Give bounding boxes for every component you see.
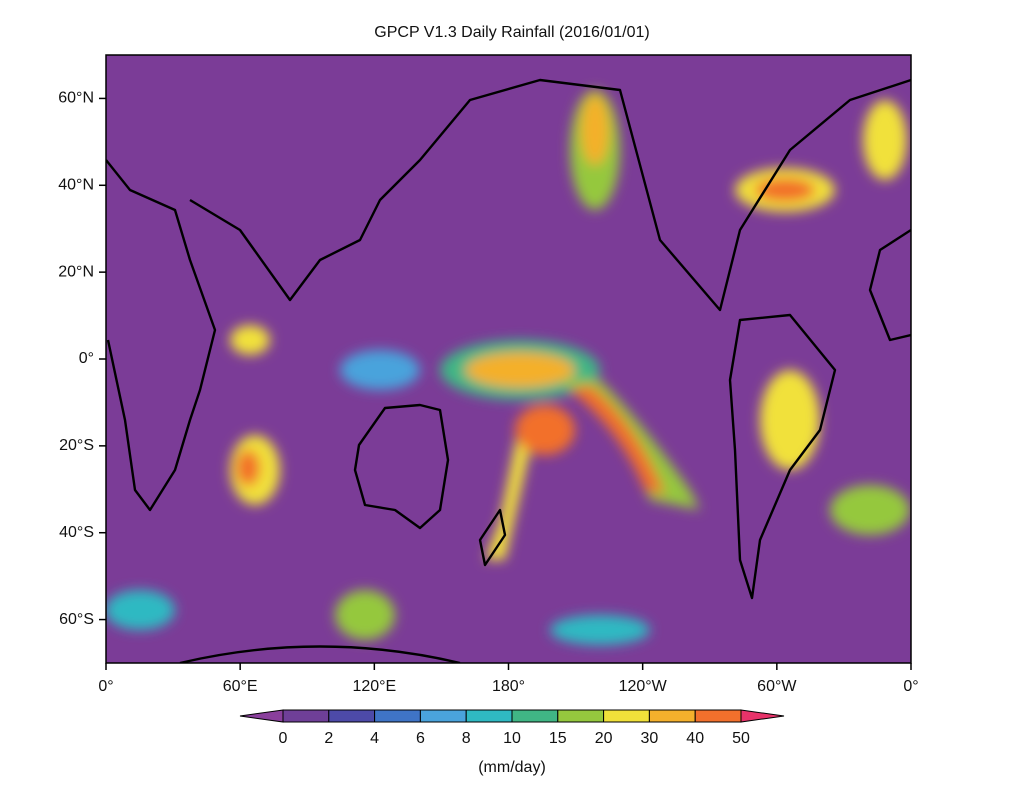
rain-blob bbox=[230, 325, 270, 355]
colorbar-tick-label: 8 bbox=[462, 730, 471, 747]
colorbar-segment bbox=[328, 709, 376, 723]
coastline bbox=[106, 159, 217, 512]
colorbar-tick-label: 40 bbox=[686, 730, 704, 747]
colorbar-tick-label: 6 bbox=[416, 730, 425, 747]
rain-blob bbox=[863, 100, 907, 180]
x-tick-label: 180° bbox=[492, 678, 525, 695]
rain-blob bbox=[485, 420, 530, 560]
x-tick-label: 120°W bbox=[619, 678, 668, 695]
rain-blob bbox=[465, 352, 575, 388]
coastline bbox=[189, 78, 911, 312]
colorbar-segment bbox=[465, 709, 513, 723]
y-tick-label: 0° bbox=[79, 350, 94, 367]
colorbar-label: (mm/day) bbox=[478, 759, 546, 776]
colorbar-segment bbox=[603, 709, 650, 723]
rain-blob bbox=[236, 450, 260, 486]
x-tick-label: 120°E bbox=[352, 678, 396, 695]
colorbar-tick-label: 30 bbox=[641, 730, 659, 747]
rain-blobs bbox=[106, 90, 910, 645]
x-tick-label: 60°E bbox=[223, 678, 258, 695]
colorbar-tick-label: 10 bbox=[503, 730, 521, 747]
coastline bbox=[728, 313, 837, 600]
rain-blob bbox=[581, 95, 609, 165]
map-title: GPCP V1.3 Daily Rainfall (2016/01/01) bbox=[374, 24, 649, 41]
y-tick-label: 60°S bbox=[59, 611, 94, 628]
rain-blob bbox=[340, 350, 420, 390]
colorbar-segment bbox=[419, 709, 467, 723]
rain-field bbox=[106, 78, 911, 663]
y-tick-label: 40°N bbox=[58, 177, 94, 194]
x-tick-label: 0° bbox=[903, 678, 918, 695]
y-tick-label: 20°S bbox=[59, 437, 94, 454]
colorbar-tick-label: 50 bbox=[732, 730, 750, 747]
rain-blob bbox=[515, 405, 575, 455]
colorbar-segment bbox=[648, 709, 696, 723]
colorbar-segment bbox=[557, 709, 605, 723]
colorbar-segment bbox=[511, 709, 559, 723]
x-tick-label: 0° bbox=[98, 678, 113, 695]
rain-blob bbox=[106, 590, 175, 630]
colorbar-tick-label: 2 bbox=[324, 730, 333, 747]
rain-blob bbox=[570, 385, 665, 495]
coastline bbox=[868, 228, 911, 342]
rain-blob bbox=[335, 590, 395, 640]
rain-blob bbox=[830, 485, 910, 535]
rain-blob bbox=[550, 615, 650, 645]
y-tick-label: 20°N bbox=[58, 263, 94, 280]
coastline bbox=[353, 403, 450, 530]
colorbar-segment bbox=[694, 709, 742, 723]
colorbar-segment bbox=[282, 709, 330, 723]
y-tick-label: 60°N bbox=[58, 90, 94, 107]
colorbar-tick-label: 15 bbox=[549, 730, 567, 747]
colorbar-tick-label: 20 bbox=[595, 730, 613, 747]
axes: 0° 60°E 120°E 180° 120°W 60°W 0° 60°N 40°N 20°N 0°… bbox=[58, 90, 918, 696]
colorbar-segment bbox=[374, 709, 421, 723]
coastline bbox=[179, 645, 461, 663]
rain-blob bbox=[760, 370, 820, 470]
x-tick-label: 60°W bbox=[757, 678, 797, 695]
coastline bbox=[478, 508, 507, 567]
colorbar-extend-low bbox=[239, 709, 284, 723]
colorbar-extend-high bbox=[740, 709, 785, 723]
colorbar-tick-label: 4 bbox=[370, 730, 379, 747]
colorbar-tick-label: 0 bbox=[279, 730, 288, 747]
y-tick-label: 40°S bbox=[59, 524, 94, 541]
colorbar: 0 2 4 6 8 10 15 20 30 40 50 (mm/day) bbox=[239, 709, 785, 776]
